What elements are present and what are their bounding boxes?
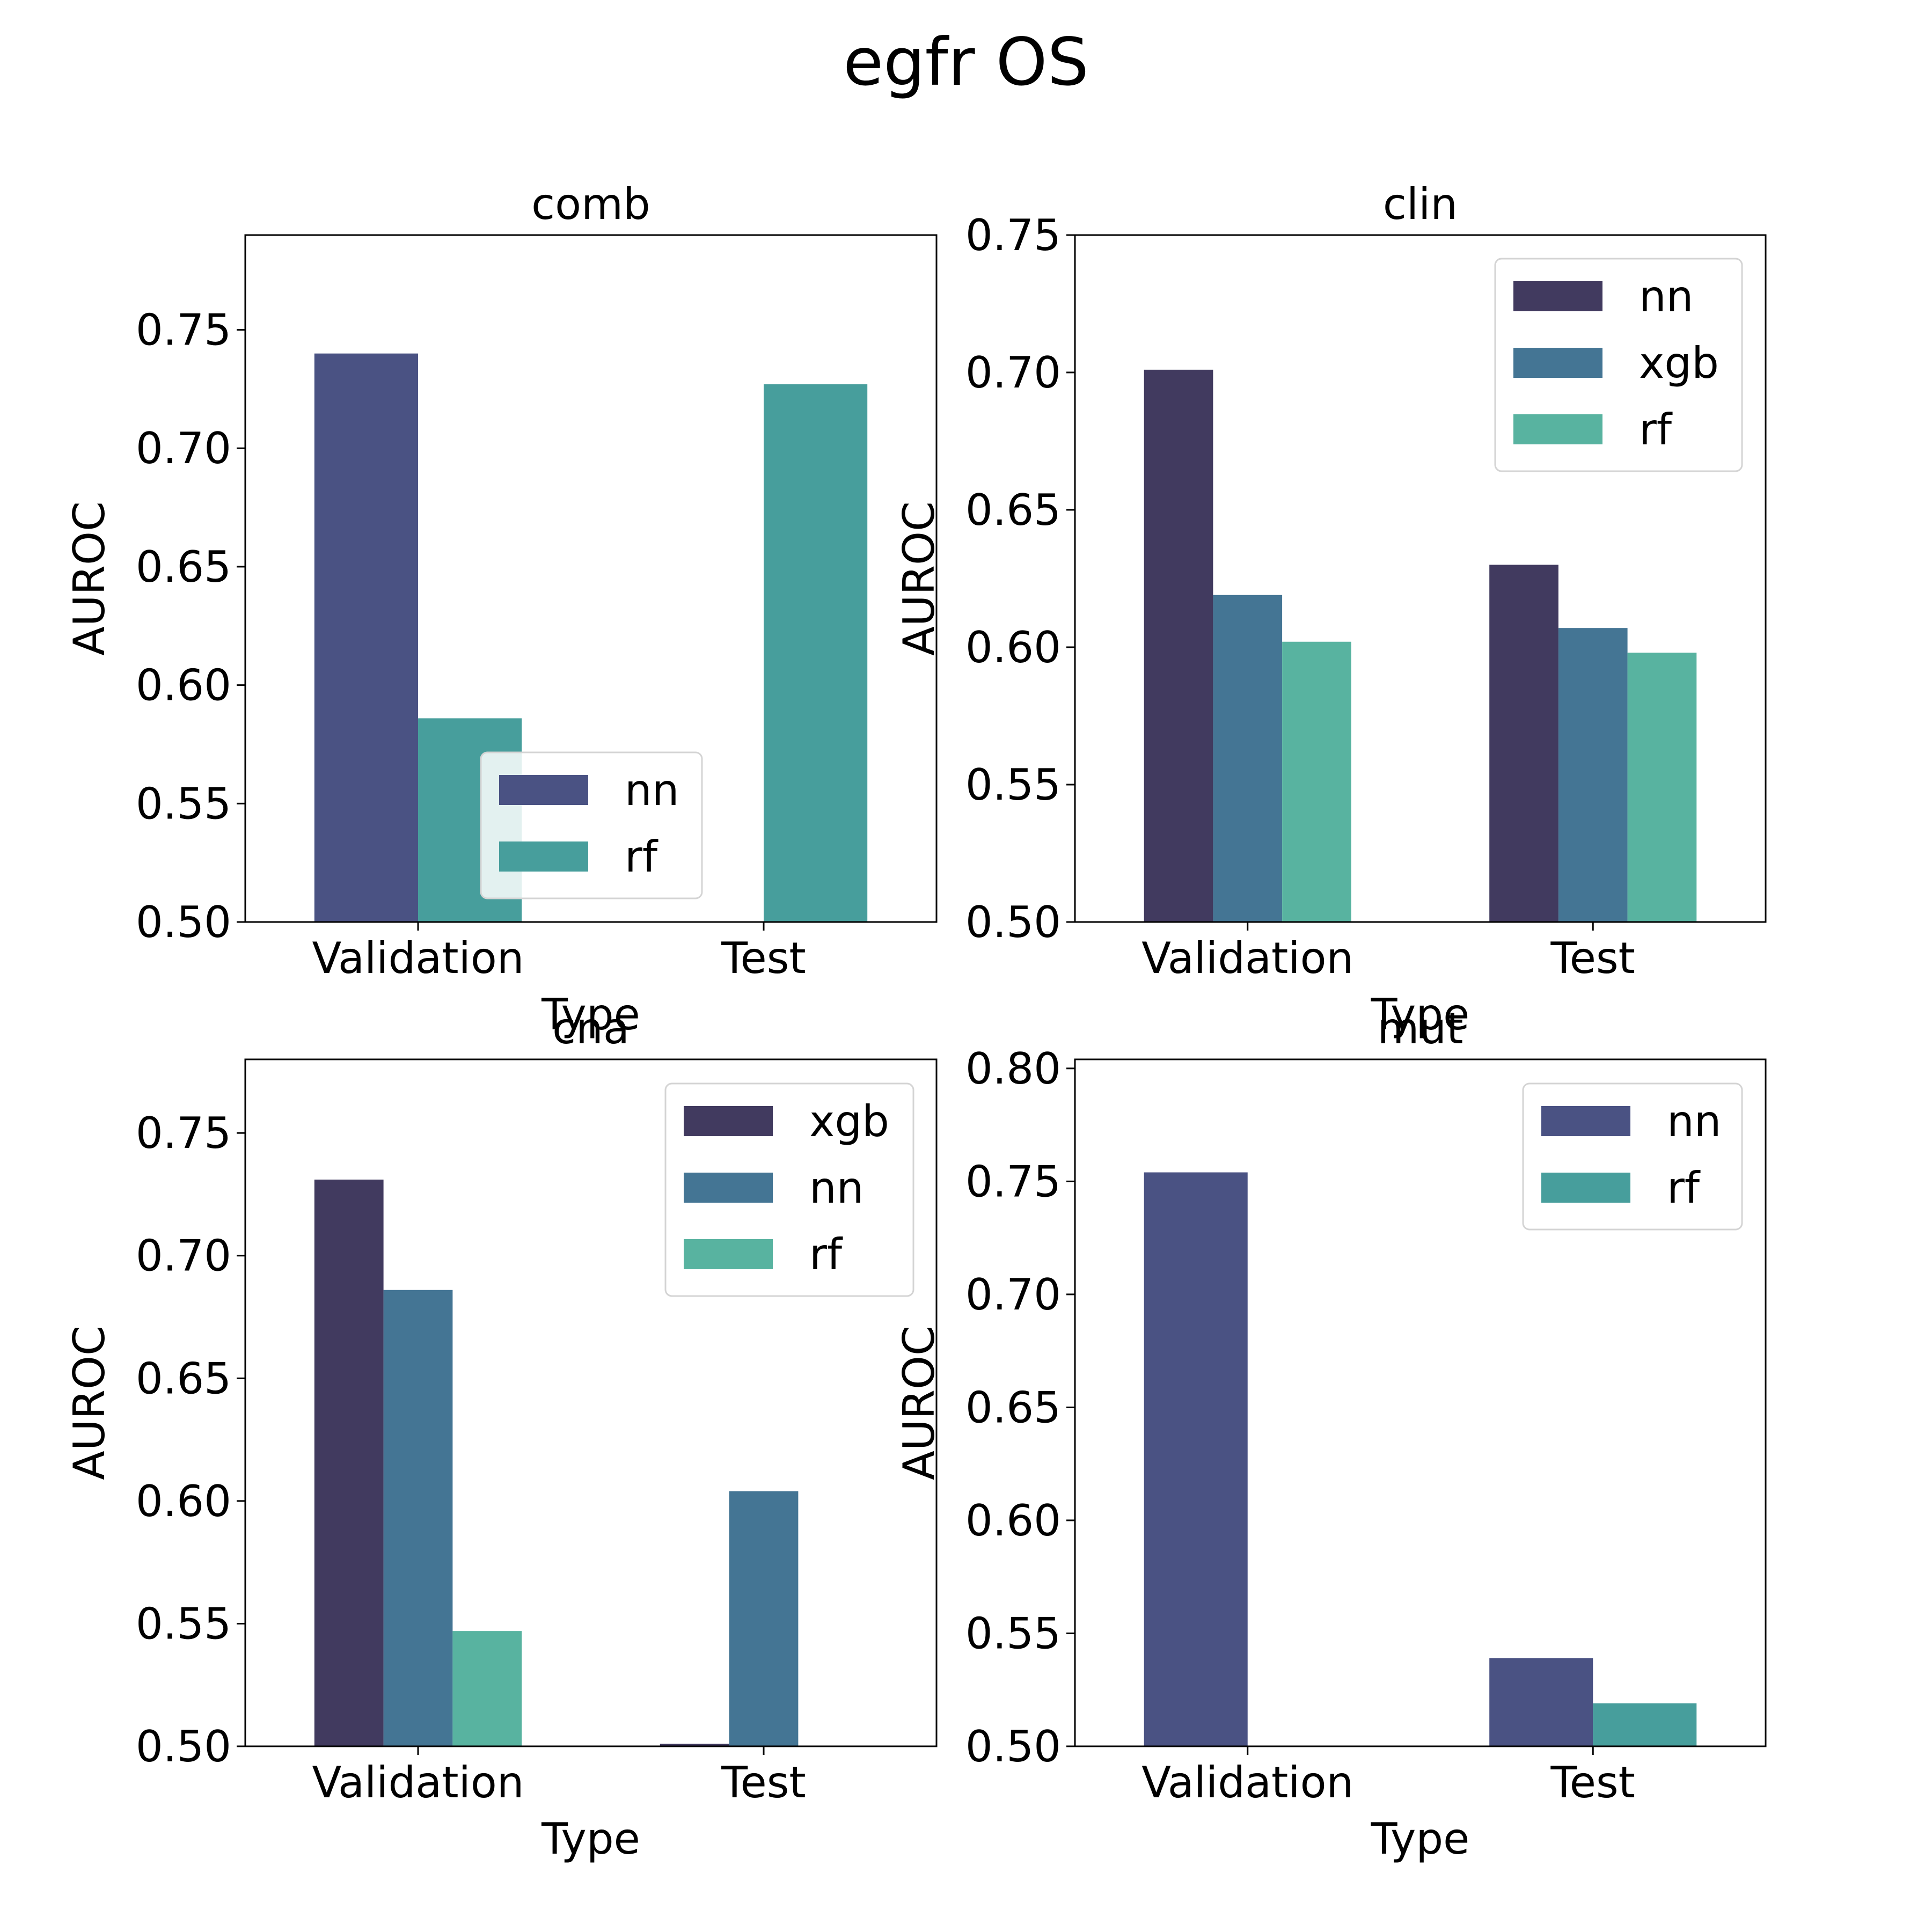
y-tick-label: 0.80 bbox=[965, 1044, 1061, 1094]
legend-label-rf: rf bbox=[625, 832, 658, 882]
y-tick-label: 0.70 bbox=[136, 423, 231, 473]
y-tick-label: 0.70 bbox=[965, 348, 1061, 398]
x-tick-label: Test bbox=[1550, 1758, 1635, 1807]
bar-rf-validation bbox=[452, 1631, 522, 1746]
bar-rf-test bbox=[764, 384, 868, 922]
subplot-mut: 0.50 0.55 0.60 0.65 0.70 0.75 0.80 Validation Te… bbox=[894, 1004, 1767, 1864]
bar-nn-validation bbox=[314, 353, 418, 922]
x-tick-label: Validation bbox=[1141, 1758, 1353, 1807]
legend-label-nn: nn bbox=[625, 765, 679, 815]
figure-title: egfr OS bbox=[843, 24, 1089, 100]
legend: nn rf bbox=[1522, 1082, 1743, 1231]
bar-nn-test bbox=[729, 1491, 799, 1746]
legend: xgb nn rf bbox=[664, 1082, 914, 1297]
legend-label-nn: nn bbox=[1639, 272, 1693, 321]
subplot-clin: 0.50 0.55 0.60 0.65 0.70 0.75 Validation Test Ty… bbox=[894, 179, 1767, 1040]
y-tick-label: 0.65 bbox=[965, 1382, 1061, 1432]
x-tick-label: Test bbox=[721, 1758, 806, 1807]
legend-swatch-nn bbox=[499, 775, 588, 805]
bar-xgb-test bbox=[1558, 628, 1628, 922]
legend-swatch-xgb bbox=[1513, 348, 1602, 378]
legend-label-xgb: xgb bbox=[809, 1096, 889, 1146]
legend-label-rf: rf bbox=[1667, 1163, 1701, 1213]
y-tick-label: 0.55 bbox=[136, 779, 231, 829]
y-tick-label: 0.60 bbox=[136, 661, 231, 711]
axes-frame bbox=[1074, 234, 1767, 923]
legend-label-xgb: xgb bbox=[1639, 338, 1719, 388]
subplot-cna: 0.50 0.55 0.60 0.65 0.70 0.75 Validation Test Ty… bbox=[64, 1004, 938, 1864]
y-axis-label: AUROC bbox=[64, 1326, 114, 1480]
y-tick-label: 0.70 bbox=[136, 1231, 231, 1281]
x-axis-label: Type bbox=[541, 990, 640, 1040]
y-axis-label: AUROC bbox=[894, 1326, 944, 1480]
y-tick-label: 0.60 bbox=[136, 1476, 231, 1526]
x-axis-label: Type bbox=[1371, 1814, 1470, 1864]
legend-swatch-rf bbox=[1513, 414, 1602, 444]
y-tick-label: 0.60 bbox=[965, 623, 1061, 672]
bar-nn-validation bbox=[1144, 369, 1213, 922]
y-axis-label: AUROC bbox=[64, 501, 114, 656]
bar-xgb-validation bbox=[1213, 595, 1283, 922]
y-tick-label: 0.65 bbox=[965, 485, 1061, 535]
y-tick-label: 0.55 bbox=[965, 1608, 1061, 1658]
axes-frame bbox=[244, 1058, 938, 1747]
x-tick-label: Validation bbox=[312, 933, 524, 983]
legend-swatch-nn bbox=[684, 1173, 773, 1203]
y-tick-label: 0.70 bbox=[965, 1270, 1061, 1320]
subplot-title: mut bbox=[1378, 1004, 1463, 1053]
legend-swatch-rf bbox=[1541, 1173, 1630, 1203]
y-axis-label: AUROC bbox=[894, 501, 944, 656]
legend: nn rf bbox=[480, 751, 703, 899]
legend-label-nn: nn bbox=[1667, 1096, 1721, 1146]
bar-nn-validation bbox=[383, 1290, 453, 1746]
subplot-title: clin bbox=[1383, 179, 1458, 229]
bar-nn-test bbox=[1489, 565, 1558, 922]
x-tick-label: Test bbox=[1550, 933, 1635, 983]
bar-rf-test bbox=[1593, 1703, 1697, 1746]
y-tick-label: 0.75 bbox=[965, 210, 1061, 260]
legend-label-rf: rf bbox=[809, 1230, 843, 1279]
axes-frame bbox=[1074, 1058, 1767, 1747]
legend-label-nn: nn bbox=[809, 1163, 863, 1213]
y-tick-label: 0.55 bbox=[136, 1599, 231, 1649]
axes-frame bbox=[244, 234, 938, 923]
subplot-title: comb bbox=[531, 179, 650, 229]
y-tick-label: 0.50 bbox=[965, 897, 1061, 947]
bar-rf-test bbox=[1627, 653, 1697, 922]
y-tick-label: 0.50 bbox=[136, 1722, 231, 1772]
bar-nn-validation bbox=[1144, 1172, 1248, 1746]
subplot-comb: 0.50 0.55 0.60 0.65 0.70 0.75 Validation Test Ty… bbox=[64, 179, 938, 1040]
bar-rf-validation bbox=[1282, 641, 1351, 922]
y-tick-label: 0.50 bbox=[965, 1722, 1061, 1772]
x-tick-label: Validation bbox=[312, 1758, 524, 1807]
legend-swatch-nn bbox=[1513, 281, 1602, 311]
subplot-title: cna bbox=[552, 1004, 630, 1053]
y-tick-label: 0.75 bbox=[965, 1157, 1061, 1206]
legend: nn xgb rf bbox=[1494, 258, 1743, 472]
legend-swatch-rf bbox=[684, 1239, 773, 1269]
bar-nn-test bbox=[1489, 1658, 1593, 1746]
y-tick-label: 0.60 bbox=[965, 1496, 1061, 1546]
x-axis-label: Type bbox=[1371, 990, 1470, 1040]
y-tick-label: 0.65 bbox=[136, 542, 231, 592]
x-axis-label: Type bbox=[541, 1814, 640, 1864]
legend-label-rf: rf bbox=[1639, 405, 1673, 455]
x-tick-label: Validation bbox=[1141, 933, 1353, 983]
legend-swatch-nn bbox=[1541, 1106, 1630, 1136]
y-tick-label: 0.65 bbox=[136, 1353, 231, 1403]
y-tick-label: 0.55 bbox=[965, 760, 1061, 810]
y-tick-label: 0.75 bbox=[136, 305, 231, 355]
bar-xgb-validation bbox=[314, 1180, 384, 1746]
legend-swatch-xgb bbox=[684, 1106, 773, 1136]
y-tick-label: 0.75 bbox=[136, 1108, 231, 1158]
y-tick-label: 0.50 bbox=[136, 897, 231, 947]
x-tick-label: Test bbox=[721, 933, 806, 983]
legend-swatch-rf bbox=[499, 841, 588, 872]
bar-xgb-test bbox=[660, 1744, 729, 1746]
